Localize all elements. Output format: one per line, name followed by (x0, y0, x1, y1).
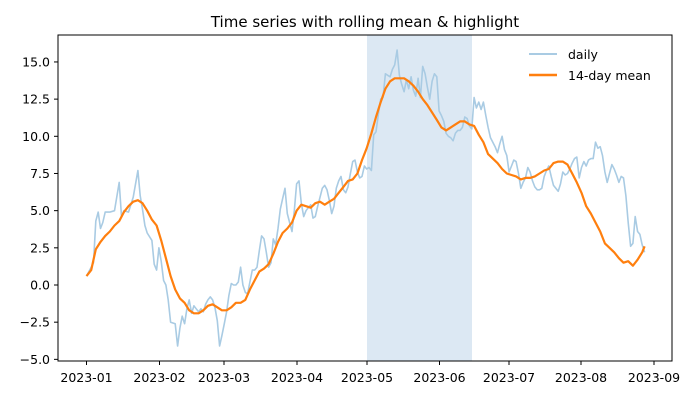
x-tick-label: 2023-08 (555, 370, 607, 385)
x-tick-label: 2023-04 (271, 370, 323, 385)
y-axis: −5.0 −2.5 0.0 2.5 5.0 7.5 10.0 12.5 15.0 (20, 54, 58, 367)
legend-mean-label: 14-day mean (568, 68, 651, 83)
rolling-mean-line (85, 77, 646, 315)
x-tick-label: 2023-09 (628, 370, 680, 385)
x-axis: 2023-01 2023-02 2023-03 2023-04 2023-05 2023-… (60, 361, 680, 385)
daily-line (85, 49, 646, 347)
axes-frame (57, 34, 673, 362)
y-tick-label: −5.0 (20, 352, 50, 367)
legend: daily 14-day mean (529, 47, 651, 83)
x-tick-label: 2023-03 (198, 370, 250, 385)
x-tick-label: 2023-06 (413, 370, 465, 385)
y-tick-label: 12.5 (22, 92, 50, 107)
x-tick-label: 2023-01 (60, 370, 112, 385)
x-tick-label: 2023-02 (133, 370, 185, 385)
plot-area (85, 49, 646, 347)
y-tick-label: 15.0 (22, 54, 50, 69)
y-tick-label: 5.0 (30, 203, 50, 218)
chart-title: Time series with rolling mean & highligh… (210, 13, 519, 31)
x-tick-label: 2023-05 (341, 370, 393, 385)
y-tick-label: 2.5 (30, 240, 50, 255)
y-tick-label: 7.5 (30, 166, 50, 181)
y-tick-label: 0.0 (30, 278, 50, 293)
y-tick-label: 10.0 (22, 129, 50, 144)
legend-daily-label: daily (568, 47, 599, 62)
y-tick-label: −2.5 (20, 315, 50, 330)
x-tick-label: 2023-07 (483, 370, 535, 385)
